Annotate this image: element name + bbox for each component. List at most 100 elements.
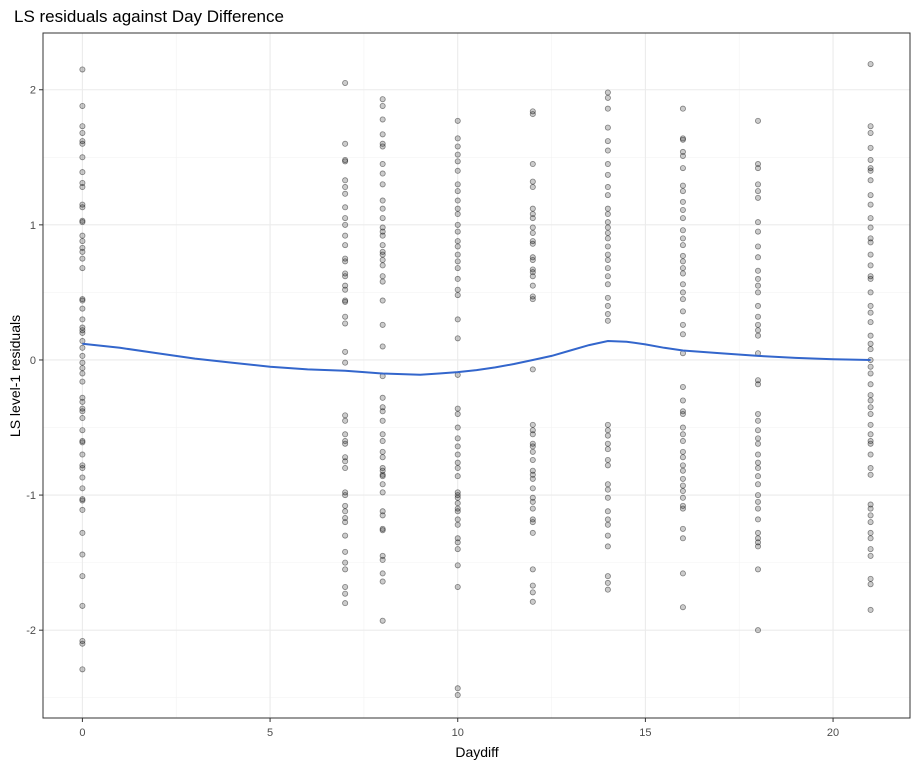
data-point bbox=[754, 321, 761, 328]
data-point bbox=[529, 366, 536, 373]
data-point bbox=[604, 138, 611, 145]
data-point bbox=[604, 147, 611, 154]
data-point bbox=[529, 161, 536, 168]
data-point bbox=[379, 617, 386, 624]
data-point bbox=[604, 573, 611, 580]
data-point bbox=[754, 161, 761, 168]
data-point bbox=[379, 297, 386, 304]
data-point bbox=[79, 352, 86, 359]
data-point bbox=[867, 309, 874, 316]
data-point bbox=[79, 154, 86, 161]
data-point bbox=[342, 270, 349, 277]
data-point bbox=[529, 589, 536, 596]
data-point bbox=[679, 525, 686, 532]
data-point bbox=[604, 586, 611, 593]
data-point bbox=[379, 248, 386, 255]
data-point bbox=[342, 519, 349, 526]
data-point bbox=[867, 421, 874, 428]
data-point bbox=[79, 415, 86, 422]
data-point bbox=[679, 604, 686, 611]
data-point bbox=[379, 215, 386, 222]
data-point bbox=[379, 256, 386, 263]
data-point bbox=[379, 489, 386, 496]
data-point bbox=[454, 117, 461, 124]
data-point bbox=[867, 61, 874, 68]
data-point bbox=[679, 494, 686, 501]
data-point bbox=[529, 505, 536, 512]
data-point bbox=[379, 481, 386, 488]
data-point bbox=[454, 405, 461, 412]
data-point bbox=[754, 529, 761, 536]
data-point bbox=[342, 157, 349, 164]
data-point bbox=[754, 181, 761, 188]
data-point bbox=[867, 431, 874, 438]
data-point bbox=[867, 546, 874, 553]
x-tick-label: 15 bbox=[639, 727, 651, 739]
data-point bbox=[79, 427, 86, 434]
data-point bbox=[679, 475, 686, 482]
data-point bbox=[679, 242, 686, 249]
data-point bbox=[79, 405, 86, 412]
data-point bbox=[679, 570, 686, 577]
data-point bbox=[379, 508, 386, 515]
data-point bbox=[529, 111, 536, 118]
data-point bbox=[529, 184, 536, 191]
data-point bbox=[754, 473, 761, 480]
data-point bbox=[79, 462, 86, 469]
data-point bbox=[342, 440, 349, 447]
data-point bbox=[867, 319, 874, 326]
data-point bbox=[454, 258, 461, 265]
data-point bbox=[342, 458, 349, 465]
data-point bbox=[342, 282, 349, 289]
data-point bbox=[679, 296, 686, 303]
data-point bbox=[79, 365, 86, 372]
data-point bbox=[529, 431, 536, 438]
data-point bbox=[79, 485, 86, 492]
data-point bbox=[604, 317, 611, 324]
data-point bbox=[454, 211, 461, 218]
data-point bbox=[679, 182, 686, 189]
data-point bbox=[604, 311, 611, 318]
axis-ticks: 0 5 10 15 20 -2 -1 0 1 2 bbox=[26, 85, 839, 739]
data-point bbox=[79, 201, 86, 208]
data-point bbox=[454, 143, 461, 150]
y-tick-label: 1 bbox=[30, 220, 36, 232]
data-point bbox=[679, 165, 686, 172]
data-point bbox=[754, 427, 761, 434]
data-point bbox=[454, 228, 461, 235]
data-point bbox=[754, 516, 761, 523]
data-point bbox=[754, 332, 761, 339]
data-point bbox=[867, 581, 874, 588]
data-point bbox=[529, 471, 536, 478]
data-point bbox=[454, 505, 461, 512]
data-point bbox=[867, 606, 874, 613]
data-point bbox=[604, 243, 611, 250]
data-point bbox=[379, 143, 386, 150]
data-point bbox=[454, 465, 461, 472]
data-point bbox=[679, 431, 686, 438]
data-point bbox=[454, 265, 461, 272]
data-point bbox=[867, 465, 874, 472]
data-point bbox=[379, 228, 386, 235]
data-point bbox=[679, 227, 686, 234]
data-point bbox=[529, 448, 536, 455]
data-point bbox=[679, 215, 686, 222]
data-point bbox=[754, 435, 761, 442]
data-point bbox=[679, 321, 686, 328]
data-point bbox=[379, 96, 386, 103]
data-point bbox=[754, 539, 761, 546]
data-point bbox=[867, 332, 874, 339]
data-point bbox=[529, 224, 536, 231]
data-point bbox=[379, 570, 386, 577]
data-point bbox=[529, 529, 536, 536]
data-point bbox=[529, 296, 536, 303]
data-point bbox=[342, 359, 349, 366]
data-point bbox=[604, 124, 611, 131]
data-point bbox=[679, 289, 686, 296]
data-point bbox=[342, 590, 349, 597]
data-point bbox=[679, 135, 686, 142]
data-point bbox=[754, 543, 761, 550]
data-point bbox=[379, 197, 386, 204]
data-point bbox=[342, 258, 349, 265]
data-point bbox=[529, 475, 536, 482]
